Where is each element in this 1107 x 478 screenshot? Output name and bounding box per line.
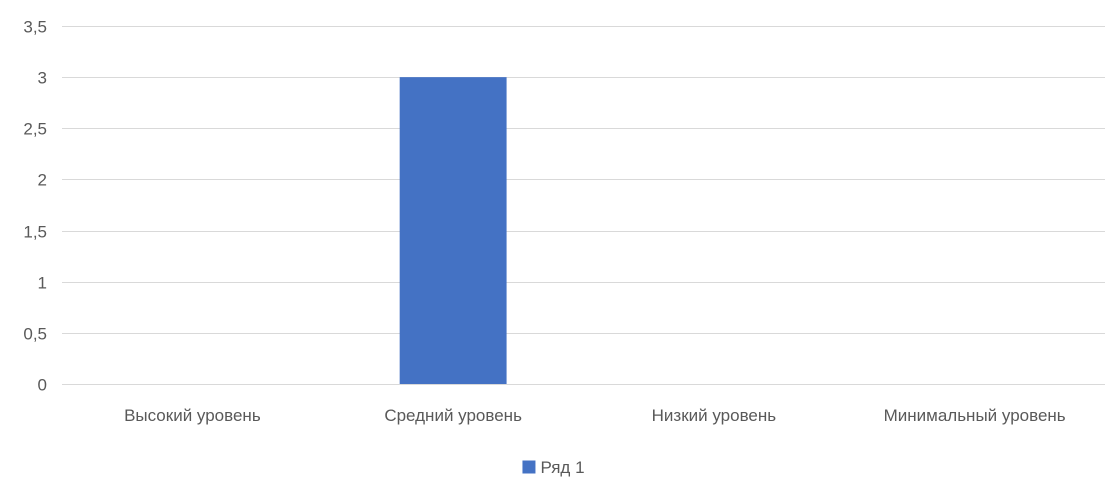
y-tick-label: 1 bbox=[38, 274, 47, 293]
x-tick-label: Минимальный уровень bbox=[884, 406, 1066, 425]
legend: Ряд 1 bbox=[522, 458, 585, 477]
y-tick-label: 1,5 bbox=[23, 223, 47, 242]
x-tick-label: Высокий уровень bbox=[124, 406, 261, 425]
y-tick-label: 2 bbox=[38, 171, 47, 190]
y-tick-label: 0 bbox=[38, 376, 47, 395]
y-tick-label: 0,5 bbox=[23, 325, 47, 344]
bar bbox=[399, 77, 507, 384]
x-tick-label: Средний уровень bbox=[384, 406, 522, 425]
x-tick-label: Низкий уровень bbox=[652, 406, 777, 425]
legend-label: Ряд 1 bbox=[540, 458, 584, 477]
y-axis-tick-labels: 0 0,5 1 1,5 2 2,5 3 3,5 bbox=[23, 18, 47, 395]
y-tick-label: 3,5 bbox=[23, 18, 47, 37]
x-axis-tick-labels: Высокий уровень Средний уровень Низкий уро… bbox=[124, 406, 1066, 425]
y-tick-label: 3 bbox=[38, 69, 47, 88]
gridlines bbox=[62, 26, 1105, 385]
y-tick-label: 2,5 bbox=[23, 120, 47, 139]
bars bbox=[399, 77, 507, 384]
legend-swatch bbox=[522, 460, 536, 474]
